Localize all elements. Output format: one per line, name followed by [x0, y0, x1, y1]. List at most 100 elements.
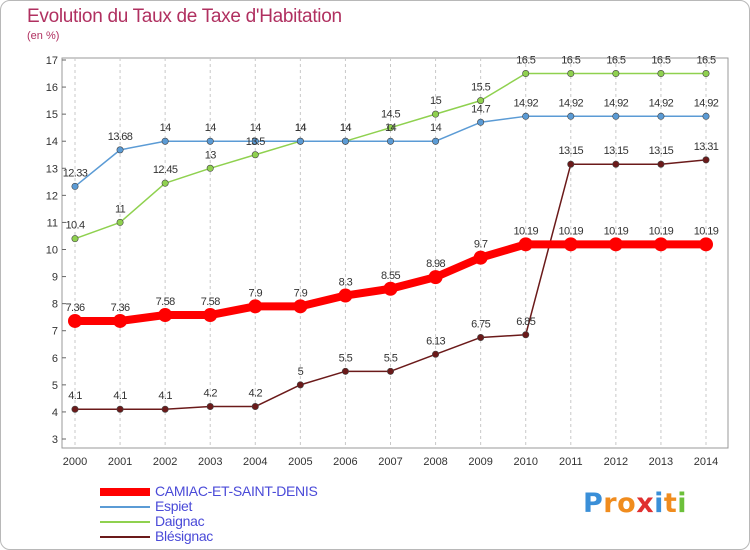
data-label: 9.7 [474, 239, 488, 251]
data-label: 8.98 [426, 258, 445, 270]
chart-subtitle: (en %) [27, 30, 60, 42]
data-label: 14.92 [694, 97, 719, 109]
data-point [612, 160, 620, 168]
data-point [341, 367, 349, 375]
data-point [702, 156, 710, 164]
data-label: 6.85 [516, 316, 535, 328]
data-point [116, 405, 124, 413]
data-point [428, 270, 443, 285]
data-label: 7.36 [65, 302, 84, 314]
data-point [702, 70, 710, 78]
data-point [653, 237, 668, 252]
data-point [432, 137, 440, 145]
y-tick-label: 15 [46, 109, 58, 121]
data-label: 13.15 [559, 145, 584, 157]
data-label: 16.5 [606, 55, 625, 67]
legend-swatch [100, 520, 150, 523]
data-point [296, 137, 304, 145]
data-label: 14 [340, 122, 352, 134]
data-point [612, 70, 620, 78]
data-point [699, 237, 713, 252]
logo-letter: P [583, 488, 604, 519]
data-point [567, 160, 575, 168]
data-label: 14 [250, 122, 262, 134]
y-tick-label: 3 [52, 434, 58, 446]
data-point [522, 331, 530, 339]
logo-letter: i [677, 488, 688, 519]
plot-area [61, 57, 729, 449]
data-point [563, 237, 578, 252]
y-tick-label: 11 [47, 217, 58, 229]
data-label: 7.9 [249, 287, 263, 299]
data-point [338, 288, 353, 303]
legend-item: Blésignac [100, 529, 318, 544]
x-tick-label: 2004 [243, 456, 267, 468]
data-label: 13 [205, 149, 217, 161]
data-label: 5.5 [339, 352, 353, 364]
data-point [203, 308, 218, 323]
data-point [341, 137, 349, 145]
data-label: 14.92 [513, 97, 538, 109]
data-label: 4.1 [158, 390, 172, 402]
data-label: 10.19 [604, 225, 629, 237]
legend-label: Daignac [155, 513, 205, 529]
data-label: 6.13 [426, 335, 445, 347]
data-label: 7.58 [156, 296, 175, 308]
data-point [657, 112, 665, 120]
data-label: 14.92 [604, 97, 629, 109]
data-label: 6.75 [471, 318, 490, 330]
data-point [432, 110, 440, 118]
data-label: 8.55 [381, 270, 400, 282]
x-tick-label: 2014 [694, 456, 718, 468]
y-tick-label: 12 [46, 190, 58, 202]
data-label: 10.4 [65, 220, 84, 232]
data-label: 10.19 [559, 225, 584, 237]
data-point [432, 350, 440, 358]
data-point [206, 403, 214, 411]
data-label: 4.2 [249, 388, 263, 400]
x-tick-label: 2002 [153, 456, 177, 468]
y-tick-label: 17 [46, 55, 58, 67]
data-label: 14.5 [381, 109, 400, 121]
data-label: 13.15 [649, 145, 674, 157]
data-point [161, 405, 169, 413]
data-label: 7.58 [201, 296, 220, 308]
y-tick-label: 6 [52, 353, 58, 365]
x-tick-label: 2009 [468, 456, 492, 468]
x-tick-label: 2003 [198, 456, 222, 468]
data-point [477, 333, 485, 341]
data-point [473, 250, 488, 265]
data-point [477, 97, 485, 105]
data-label: 12.45 [153, 164, 178, 176]
data-label: 4.1 [68, 390, 82, 402]
data-point [567, 70, 575, 78]
data-label: 13.31 [694, 141, 719, 153]
chart-title: Evolution du Taux de Taxe d'Habitation [27, 6, 342, 27]
data-point [608, 237, 623, 252]
data-point [251, 137, 259, 145]
data-label: 14.92 [649, 97, 674, 109]
data-label: 16.5 [696, 55, 715, 67]
y-tick-label: 13 [46, 163, 58, 175]
x-tick-label: 2011 [559, 456, 583, 468]
data-label: 16.5 [651, 55, 670, 67]
data-label: 5.5 [384, 352, 398, 364]
data-label: 7.9 [294, 287, 308, 299]
y-tick-label: 5 [52, 380, 58, 392]
data-point [386, 367, 394, 375]
data-label: 10.19 [513, 225, 538, 237]
x-tick-label: 2012 [604, 456, 628, 468]
legend-label: Espiet [155, 498, 193, 514]
data-point [296, 381, 304, 389]
data-label: 14.7 [471, 103, 490, 115]
x-tick-label: 2005 [288, 456, 312, 468]
data-label: 12.33 [63, 167, 88, 179]
data-point [71, 235, 79, 243]
y-tick-label: 10 [46, 245, 58, 257]
data-label: 7.36 [111, 302, 130, 314]
y-tick-label: 7 [52, 326, 58, 338]
data-point [522, 112, 530, 120]
chart-legend: CAMIAC-ET-SAINT-DENIS Espiet Daignac Blésig… [100, 484, 318, 544]
data-label: 4.1 [113, 390, 127, 402]
data-label: 10.19 [649, 225, 674, 237]
